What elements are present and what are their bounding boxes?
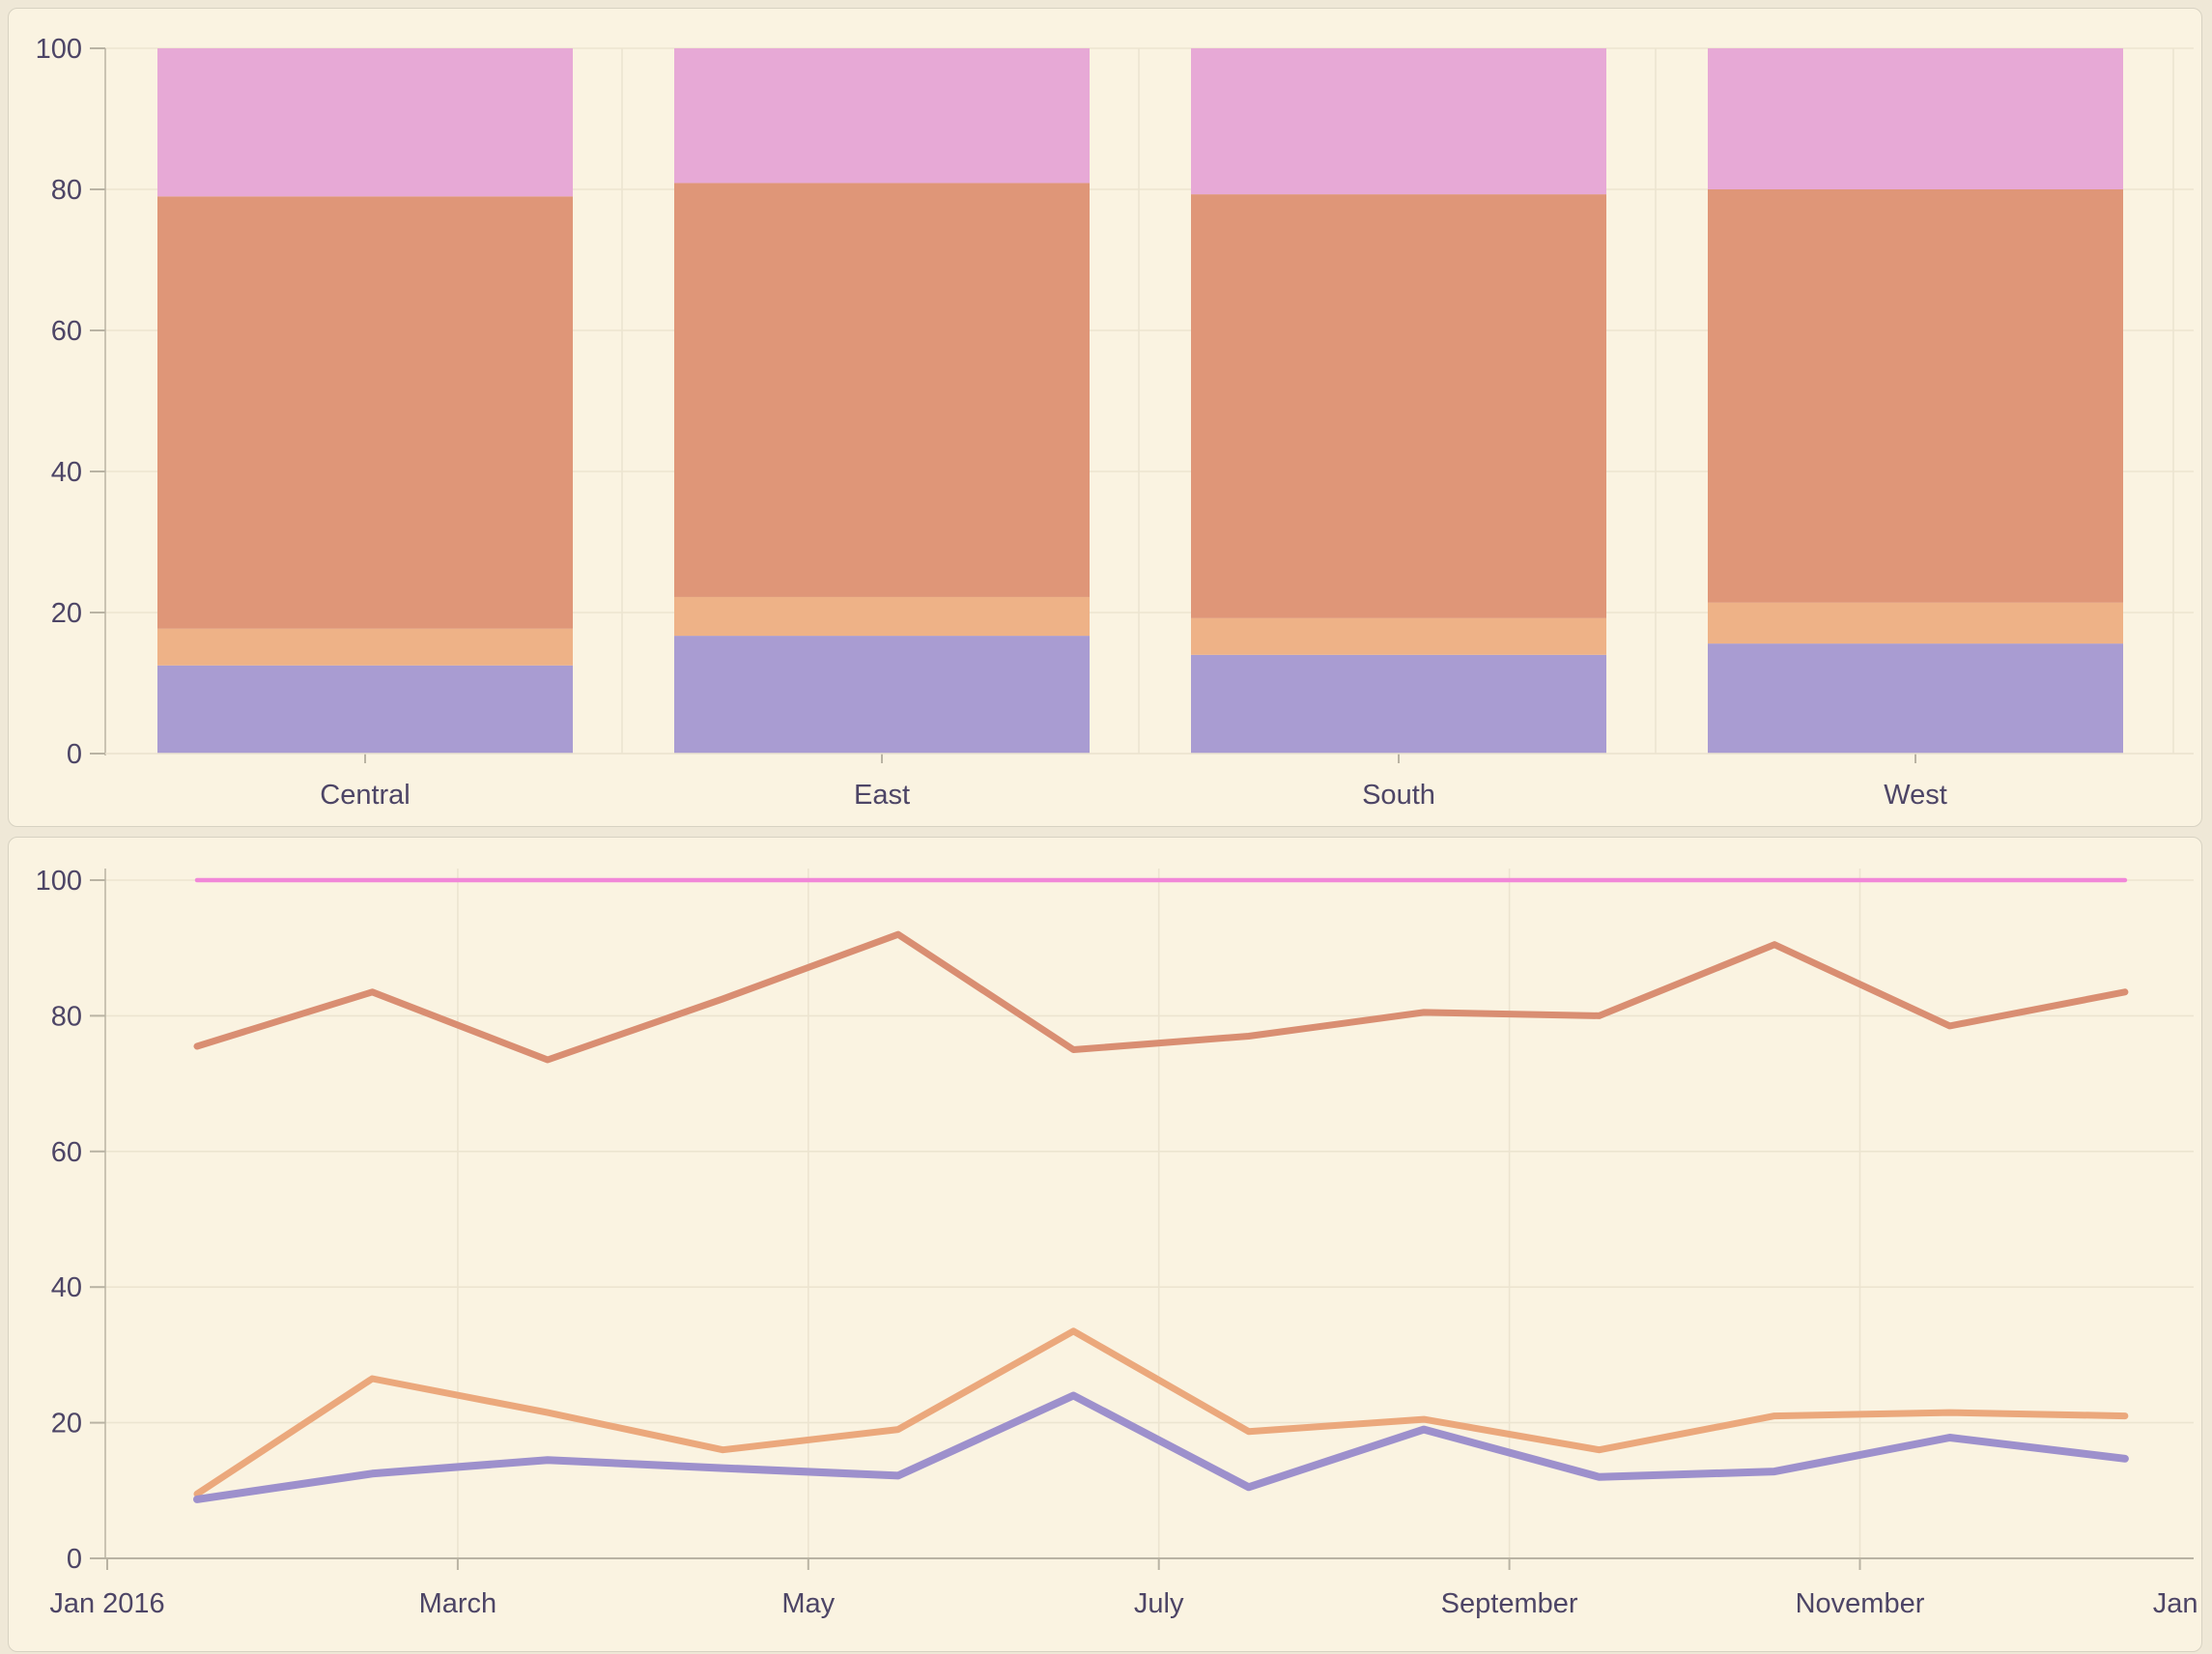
bar-segment-central-salmon [157,196,573,629]
line-chart-panel: 0 20 40 60 80 100 Jan 2016 March May July Septembe… [8,837,2202,1652]
bar-segment-central-orange [157,628,573,666]
y-tick-label: 100 [36,34,82,65]
x-tick-label: September [1441,1588,1578,1619]
y-tick-label: 80 [51,175,82,206]
x-tick-label: November [1796,1588,1925,1619]
y-tick-label: 40 [51,457,82,488]
y-tick-label: 100 [36,866,82,897]
bar-segment-west-salmon [1708,189,2123,603]
bar-segment-east-orange [674,596,1090,637]
stacked-bar-panel: 0 20 40 60 80 100 Central East South West [8,8,2202,827]
x-tick-label: May [781,1588,835,1619]
x-tick-label: March [419,1588,497,1619]
x-category-label: West [1884,780,1947,811]
bar-segment-east-salmon [674,183,1090,597]
x-category-label: South [1362,780,1435,811]
stacked-bar-chart: 0 20 40 60 80 100 Central East South West [36,34,2194,811]
bar-segment-south-orange [1191,617,1606,655]
bar-segment-south-pink [1191,48,1606,195]
bar-segment-central-pink [157,48,573,197]
bar-segment-east-pink [674,48,1090,184]
x-category-label: Central [320,780,411,811]
y-tick-label: 60 [51,316,82,347]
y-tick-label: 60 [51,1137,82,1168]
bar-segment-south-purple [1191,654,1606,754]
bar-segment-south-salmon [1191,194,1606,618]
y-tick-label: 80 [51,1001,82,1032]
x-tick-label: July [1134,1588,1184,1619]
x-category-label: East [854,780,910,811]
y-tick-label: 20 [51,1409,82,1440]
data-line-salmon [193,930,2129,1064]
bar-segment-west-pink [1708,48,2123,189]
x-tick-label: Jan 2016 [49,1588,164,1619]
data-line-orange [193,1327,2129,1497]
line-chart: 0 20 40 60 80 100 Jan 2016 March May July Septembe… [36,866,2201,1619]
x-tick-label: Jan 2017 [2153,1588,2201,1619]
data-line-purple [193,1391,2129,1503]
y-tick-label: 0 [67,1544,82,1575]
y-tick-label: 40 [51,1272,82,1303]
y-tick-label: 0 [67,739,82,770]
bar-segment-east-purple [674,636,1090,754]
y-tick-label: 20 [51,598,82,629]
bar-segment-west-orange [1708,602,2123,644]
bar-segment-west-purple [1708,643,2123,754]
bar-segment-central-purple [157,665,573,754]
